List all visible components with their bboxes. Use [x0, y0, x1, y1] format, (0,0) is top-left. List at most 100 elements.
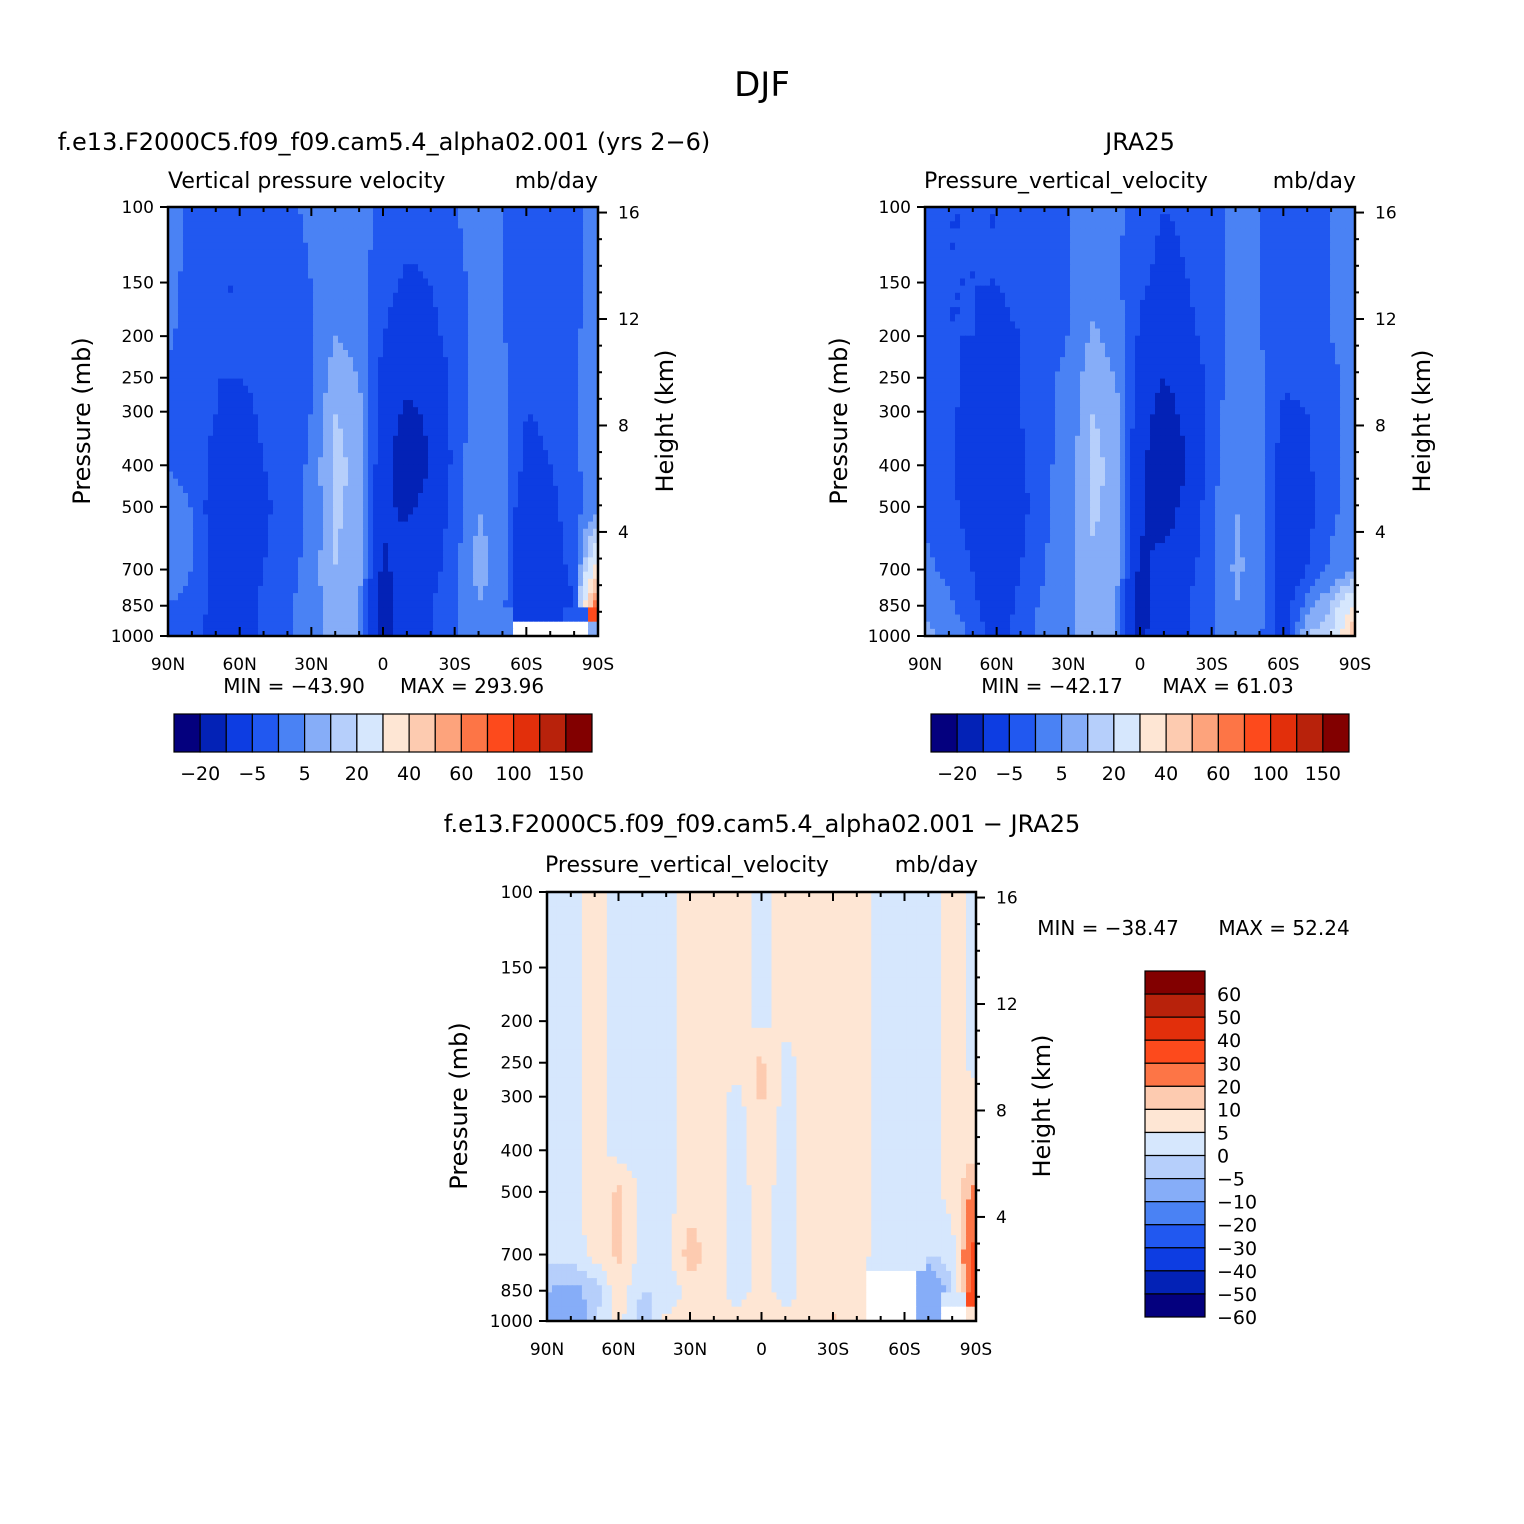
field-cell [388, 557, 394, 566]
field-cell [188, 557, 194, 566]
field-cell [273, 228, 279, 237]
field-cell [458, 535, 464, 544]
field-cell [398, 457, 404, 465]
field-cell [313, 521, 319, 530]
field-cell [338, 357, 344, 365]
field-cell [403, 528, 409, 537]
field-cell [578, 564, 584, 573]
field-cell [258, 364, 264, 373]
field-cell [503, 500, 509, 508]
field-cell [213, 228, 219, 237]
field-cell [288, 285, 294, 294]
field-cell [273, 385, 279, 394]
field-cell [588, 357, 594, 365]
field-cell [353, 421, 359, 430]
field-cell [548, 400, 554, 408]
field-cell [508, 414, 514, 423]
field-cell [203, 264, 209, 272]
field-cell [193, 507, 199, 516]
field-cell [243, 350, 249, 358]
field-cell [393, 585, 399, 594]
field-cell [583, 450, 589, 458]
field-cell [468, 521, 474, 530]
field-cell [383, 392, 389, 401]
field-cell [378, 357, 384, 365]
field-cell [588, 500, 594, 508]
field-cell [533, 207, 539, 215]
field-cell [273, 593, 279, 601]
field-cell [318, 450, 324, 458]
field-cell [248, 221, 254, 230]
field-cell [263, 371, 269, 380]
field-cell [353, 507, 359, 516]
field-cell [258, 278, 264, 287]
field-cell [578, 585, 584, 594]
field-cell [348, 442, 354, 451]
field-cell [563, 493, 569, 501]
field-cell [518, 464, 524, 473]
field-cell [518, 428, 524, 437]
field-cell [203, 307, 209, 315]
field-cell [468, 471, 474, 480]
field-cell [178, 407, 184, 415]
field-cell [498, 521, 504, 530]
field-cell [528, 557, 534, 566]
field-cell [428, 378, 434, 387]
field-cell [233, 457, 239, 465]
field-cell [203, 221, 209, 230]
field-cell [208, 357, 214, 365]
field-cell [183, 242, 189, 251]
field-cell [178, 378, 184, 387]
field-cell [288, 478, 294, 487]
field-cell [448, 292, 454, 301]
field-cell [268, 528, 274, 537]
field-cell [503, 550, 509, 558]
field-cell [208, 350, 214, 358]
field-cell [408, 500, 414, 508]
field-cell [198, 614, 204, 623]
field-cell [513, 214, 519, 222]
field-cell [288, 421, 294, 430]
field-cell [498, 557, 504, 566]
field-cell [433, 292, 439, 301]
field-cell [573, 435, 579, 444]
field-cell [423, 457, 429, 465]
field-cell [223, 578, 229, 587]
field-cell [193, 607, 199, 616]
field-cell [378, 435, 384, 444]
field-cell [323, 535, 329, 544]
field-cell [228, 207, 234, 215]
field-cell [308, 571, 314, 580]
field-cell [453, 585, 459, 594]
field-cell [503, 485, 509, 494]
field-cell [293, 235, 299, 244]
field-cell [578, 607, 584, 616]
field-cell [398, 314, 404, 322]
field-cell [493, 435, 499, 444]
field-cell [218, 600, 224, 608]
field-cell [418, 564, 424, 573]
field-cell [553, 392, 559, 401]
field-cell [338, 214, 344, 222]
field-cell [198, 249, 204, 258]
field-cell [528, 350, 534, 358]
field-cell [548, 407, 554, 415]
field-cell [498, 342, 504, 351]
field-cell [358, 271, 364, 280]
field-cell [483, 485, 489, 494]
field-cell [428, 264, 434, 272]
field-cell [403, 550, 409, 558]
field-cell [523, 607, 529, 616]
field-cell [578, 471, 584, 480]
field-cell [543, 528, 549, 537]
field-cell [378, 593, 384, 601]
field-cell [183, 607, 189, 616]
field-cell [183, 514, 189, 523]
field-cell [278, 221, 284, 230]
field-cell [278, 414, 284, 423]
field-cell [248, 292, 254, 301]
field-cell [573, 400, 579, 408]
field-cell [348, 550, 354, 558]
field-cell [388, 207, 394, 215]
field-cell [458, 392, 464, 401]
